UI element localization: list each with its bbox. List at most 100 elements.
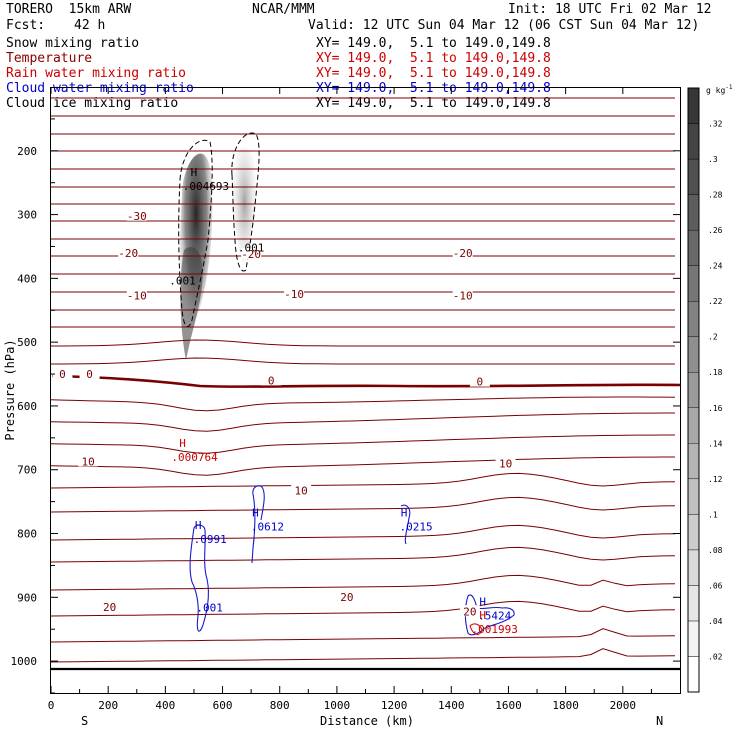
max-symbol-2: H [195, 519, 202, 532]
colorbar-tick-14: .3 [708, 155, 718, 164]
max-symbol-5: H [479, 596, 486, 609]
y-tick-label-1: 300 [17, 209, 37, 222]
isotherm-line-17 [50, 412, 675, 432]
y-tick-label-5: 700 [17, 464, 37, 477]
init-time: Init: 18 UTC Fri 02 Mar 12 [508, 2, 712, 17]
temperature-label-bg [452, 289, 473, 301]
y-tick-label-0: 200 [17, 145, 37, 158]
temperature-label-bg [118, 246, 139, 258]
x-tick-label-5: 1000 [324, 699, 351, 712]
isotherm-line-26 [50, 628, 676, 643]
contour-label-1: .001 [169, 275, 196, 288]
y-tick-label-2: 400 [17, 272, 37, 285]
max-value-1: .000764 [171, 451, 218, 464]
colorbar-tick-8: .18 [708, 368, 723, 377]
temperature-label-group: -30 -20 -20 -20 -10 -10 -10 0 0 0 0 10 10 10 20 20 20 [52, 209, 516, 618]
colorbar-swatch-5 [687, 478, 700, 515]
isotherm-line-18 [50, 434, 675, 454]
field-name-snow: Snow mixing ratio [6, 36, 140, 51]
fcst-label: Fcst: [6, 18, 46, 33]
colorbar-swatch-11 [687, 265, 700, 302]
colorbar-swatch-6 [687, 443, 700, 480]
temperature-label-16: 20 [463, 605, 476, 618]
colorbar-swatch-15 [687, 123, 700, 160]
temperature-label-bg [52, 367, 73, 379]
y-tick-label-4: 600 [17, 400, 37, 413]
north-end-label: N [656, 714, 663, 728]
colorbar-swatch-10 [687, 300, 700, 337]
y-axis-label: Pressure (hPa) [3, 339, 17, 440]
x-tick-label-3: 600 [213, 699, 233, 712]
y-tick-label-7: 900 [17, 591, 37, 604]
colorbar-swatch-12 [687, 229, 700, 266]
isotherm-line-24 [50, 574, 676, 591]
model-title: TORERO 15km ARW [6, 2, 132, 17]
colorbar-swatch-0 [687, 656, 700, 693]
temperature-label-13: 10 [499, 457, 512, 470]
x-axis: 0 200 400 600 800 1000 1200 1400 1600 1800 2000 [48, 87, 652, 712]
max-value-3: .0612 [251, 520, 284, 533]
temperature-label-bg [452, 246, 473, 258]
temperature-label-bg [261, 374, 282, 386]
temperature-label-bg [495, 457, 516, 469]
colorbar-tick-9: .2 [708, 333, 718, 342]
temperature-label-bg [336, 591, 357, 603]
colorbar-swatch-1 [687, 620, 700, 657]
isotherm-line-23 [50, 546, 676, 563]
cloud-ice-contour-main [178, 139, 213, 328]
colorbar-swatch-4 [687, 514, 700, 551]
x-tick-label-7: 1400 [438, 699, 465, 712]
colorbar-tick-12: .26 [708, 226, 723, 235]
x-tick-label-2: 400 [155, 699, 175, 712]
isotherm-line-21 [50, 496, 676, 513]
contour-label-group: .001 .001 .001 [169, 242, 264, 615]
colorbar-tick-4: .1 [708, 510, 718, 519]
colorbar-swatch-3 [687, 549, 700, 586]
rain-water-contour [469, 623, 483, 635]
temperature-label-5: -10 [284, 288, 304, 301]
plot-frame [50, 87, 681, 694]
colorbar-tick-15: .32 [708, 120, 723, 129]
colorbar-tick-5: .12 [708, 475, 723, 484]
max-symbol-6: H [479, 609, 486, 622]
isotherm-line-16 [50, 396, 676, 412]
colorbar: .02 .04 .06 .08 .1 .12 .14 .16 .18 .2 .22 .24 .26 .28… [687, 87, 723, 693]
temperature-label-8: 0 [86, 368, 93, 381]
isotherm-line-15 [51, 357, 675, 365]
temperature-label-bg [291, 484, 312, 496]
freezing-level-line [51, 374, 681, 389]
temperature-label-bg [459, 605, 480, 617]
temperature-label-7: 0 [59, 368, 66, 381]
colorbar-swatch-9 [687, 336, 700, 373]
colorbar-unit-base: g kg [706, 86, 725, 95]
field-name-cloud-ice: Cloud ice mixing ratio [6, 96, 179, 111]
colorbar-swatch-14 [687, 158, 700, 195]
colorbar-frame [687, 87, 700, 693]
maxima-markers: H.004693H.000764H.0991H.0612H.0215H.5424… [171, 166, 518, 636]
x-tick-label-9: 1800 [552, 699, 579, 712]
temperature-label-9: 0 [268, 374, 275, 387]
colorbar-swatch-2 [687, 585, 700, 622]
temperature-label-bg [241, 248, 262, 260]
field-xy-rain: XY= 149.0, 5.1 to 149.0,149.8 [316, 66, 551, 81]
max-symbol-3: H [252, 506, 259, 519]
isotherm-line-14 [51, 339, 675, 347]
max-symbol-1: H [179, 437, 186, 450]
colorbar-unit: g kg-1 [706, 84, 733, 95]
max-value-2: .0991 [194, 533, 227, 546]
colorbar-swatch-7 [687, 407, 700, 444]
isotherm-line-27 [50, 648, 676, 663]
temperature-label-6: -10 [453, 290, 473, 303]
colorbar-tick-11: .24 [708, 262, 723, 271]
snow-shading-main-lower [180, 247, 203, 360]
contour-label-2: .001 [196, 601, 223, 614]
temperature-label-3: -20 [453, 247, 473, 260]
fcst-value: 42 h [74, 18, 106, 33]
field-xy-cloud-water: XY= 149.0, 5.1 to 149.0,149.8 [316, 81, 551, 96]
temperature-label-bg [78, 455, 99, 467]
temperature-label-bg [126, 209, 147, 221]
temperature-label-bg [126, 289, 147, 301]
snow-shading-secondary [232, 148, 257, 268]
